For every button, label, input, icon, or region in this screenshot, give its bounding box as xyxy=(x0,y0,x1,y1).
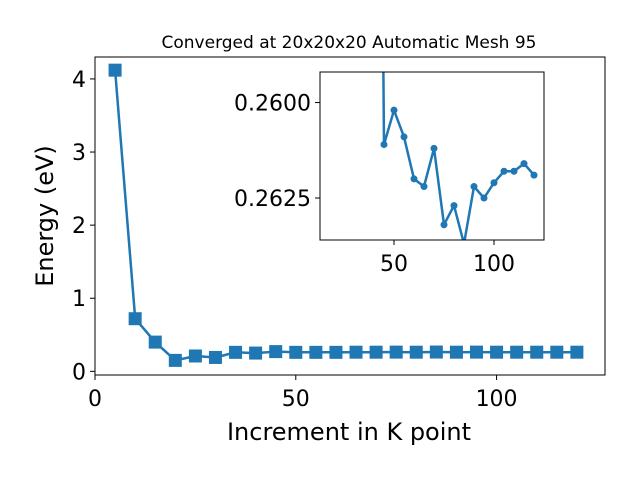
data-point-square xyxy=(550,345,564,359)
data-point-square xyxy=(469,345,483,359)
data-point-square xyxy=(490,345,504,359)
inset-data-point xyxy=(510,167,518,175)
inset-y-tick-label: 0.2600 xyxy=(234,92,311,117)
inset-data-point xyxy=(400,133,408,141)
main-plot-frame xyxy=(94,56,606,376)
data-point-square xyxy=(168,353,182,367)
main-x-ticks: 0 50 100 xyxy=(88,375,518,412)
data-point-square xyxy=(369,345,383,359)
inset-data-point xyxy=(470,183,478,191)
main-y-ticks: 0 1 2 3 4 xyxy=(72,68,95,385)
chart-title: Converged at 20x20x20 Automatic Mesh 95 xyxy=(162,33,537,53)
data-point-square xyxy=(329,345,343,359)
data-point-square xyxy=(269,345,283,359)
y-tick-label: 3 xyxy=(72,141,86,166)
data-point-square xyxy=(188,349,202,363)
inset-data-point xyxy=(440,221,448,229)
y-tick-label: 1 xyxy=(72,287,86,312)
data-point-square xyxy=(249,346,263,360)
inset-y-tick-label: 0.2625 xyxy=(234,187,311,212)
inset-data-point xyxy=(390,106,398,114)
data-point-square xyxy=(108,63,122,77)
data-point-square xyxy=(229,345,243,359)
inset-plot-frame xyxy=(319,71,545,241)
y-axis-label: Energy (eV) xyxy=(31,145,59,287)
inset-x-tick-label: 100 xyxy=(473,252,515,277)
data-point-square xyxy=(128,312,142,326)
data-point-square xyxy=(429,345,443,359)
data-point-square xyxy=(530,345,544,359)
inset-data-point xyxy=(480,194,488,202)
inset-plot: 50 100 0.2600 0.2625 xyxy=(234,71,545,277)
data-point-square xyxy=(289,345,303,359)
data-point-square xyxy=(148,335,162,349)
data-point-square xyxy=(208,350,222,364)
inset-y-ticks: 0.2600 0.2625 xyxy=(234,92,320,212)
main-series xyxy=(108,63,584,367)
inset-data-point xyxy=(500,167,508,175)
x-axis-label: Increment in K point xyxy=(227,418,471,446)
inset-data-point xyxy=(520,160,528,168)
data-point-square xyxy=(349,345,363,359)
inset-data-point xyxy=(420,183,428,191)
inset-data-point xyxy=(490,179,498,187)
inset-clipped-area xyxy=(380,72,538,240)
inset-series xyxy=(380,72,538,240)
data-point-square xyxy=(389,345,403,359)
y-tick-label: 4 xyxy=(72,68,86,93)
inset-data-point xyxy=(530,171,538,179)
y-tick-label: 0 xyxy=(72,360,86,385)
inset-x-ticks: 50 100 xyxy=(380,240,515,277)
data-point-square xyxy=(309,345,323,359)
main-plot: 0 50 100 0 1 2 3 4 Increment in K point Energy… xyxy=(31,56,606,446)
inset-data-point xyxy=(380,141,388,149)
y-tick-label: 2 xyxy=(72,214,86,239)
data-point-square xyxy=(510,345,524,359)
data-point-square xyxy=(449,345,463,359)
inset-data-point xyxy=(410,175,418,183)
x-tick-label: 100 xyxy=(476,387,518,412)
inset-data-point xyxy=(450,202,458,210)
data-point-square xyxy=(409,345,423,359)
data-point-square xyxy=(570,345,584,359)
x-tick-label: 0 xyxy=(88,387,102,412)
x-tick-label: 50 xyxy=(282,387,310,412)
inset-data-point xyxy=(430,144,438,152)
inset-x-tick-label: 50 xyxy=(380,252,408,277)
